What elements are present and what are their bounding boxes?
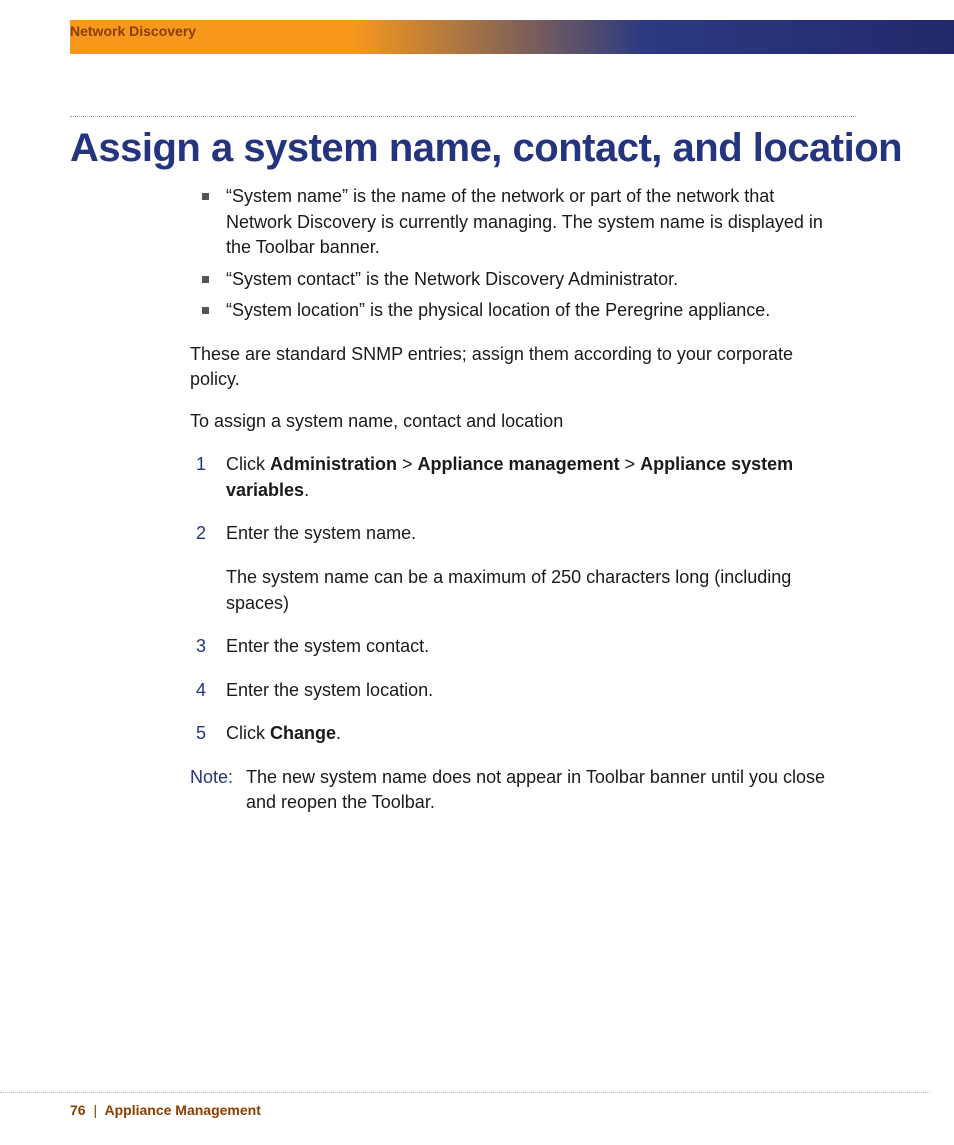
step-item: 4 Enter the system location.	[190, 678, 830, 704]
header-band	[70, 20, 954, 54]
step-text: Click Administration > Appliance managem…	[226, 454, 793, 500]
page-heading: Assign a system name, contact, and locat…	[70, 126, 902, 171]
step-prefix: Click	[226, 454, 270, 474]
note-label: Note:	[190, 765, 233, 791]
paragraph-snmp: These are standard SNMP entries; assign …	[190, 342, 830, 393]
bullet-text: “System location” is the physical locati…	[226, 300, 770, 320]
step-item: 1 Click Administration > Appliance manag…	[190, 452, 830, 503]
footer: 76 | Appliance Management	[70, 1102, 261, 1118]
step-number: 2	[196, 521, 206, 547]
bullet-square-icon	[202, 307, 209, 314]
footer-separator: |	[93, 1102, 97, 1118]
paragraph-lead: To assign a system name, contact and loc…	[190, 409, 830, 435]
step-prefix: Click	[226, 723, 270, 743]
bullet-item: “System location” is the physical locati…	[190, 298, 830, 324]
step-item: 2 Enter the system name. The system name…	[190, 521, 830, 616]
footer-section: Appliance Management	[104, 1102, 260, 1118]
step-bold: Appliance management	[418, 454, 620, 474]
step-bold: Administration	[270, 454, 397, 474]
bullet-item: “System name” is the name of the network…	[190, 184, 830, 261]
bullet-text: “System name” is the name of the network…	[226, 186, 823, 257]
step-suffix: .	[304, 480, 309, 500]
header-title: Network Discovery	[70, 23, 196, 39]
step-number: 1	[196, 452, 206, 478]
step-number: 3	[196, 634, 206, 660]
footer-rule	[0, 1092, 930, 1093]
note-text: The new system name does not appear in T…	[246, 767, 825, 813]
step-sep: >	[397, 454, 418, 474]
step-text: Click Change.	[226, 723, 341, 743]
step-number: 4	[196, 678, 206, 704]
step-suffix: .	[336, 723, 341, 743]
step-subtext: The system name can be a maximum of 250 …	[226, 565, 830, 616]
bullet-item: “System contact” is the Network Discover…	[190, 267, 830, 293]
bullet-text: “System contact” is the Network Discover…	[226, 269, 678, 289]
body-column: “System name” is the name of the network…	[190, 184, 830, 816]
heading-rule	[70, 116, 856, 117]
step-item: 3 Enter the system contact.	[190, 634, 830, 660]
bullet-list: “System name” is the name of the network…	[190, 184, 830, 324]
step-text: Enter the system location.	[226, 680, 433, 700]
bullet-square-icon	[202, 193, 209, 200]
footer-page-number: 76	[70, 1102, 86, 1118]
step-bold: Change	[270, 723, 336, 743]
bullet-square-icon	[202, 276, 209, 283]
note: Note: The new system name does not appea…	[190, 765, 830, 816]
step-sep: >	[620, 454, 641, 474]
step-number: 5	[196, 721, 206, 747]
steps-list: 1 Click Administration > Appliance manag…	[190, 452, 830, 746]
step-text: Enter the system name.	[226, 523, 416, 543]
step-text: Enter the system contact.	[226, 636, 429, 656]
step-item: 5 Click Change.	[190, 721, 830, 747]
